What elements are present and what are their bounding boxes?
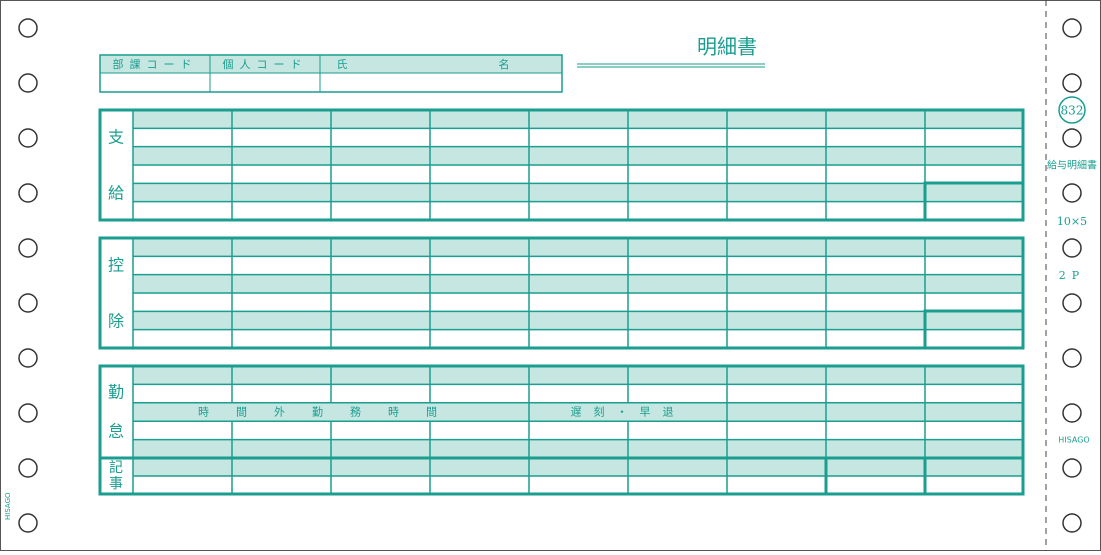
section-label: 怠 <box>108 422 124 441</box>
header-field: 氏 <box>337 58 354 71</box>
punch-hole <box>1062 348 1082 368</box>
row-shade <box>133 183 1023 202</box>
punch-hole <box>1062 458 1082 478</box>
row-shade <box>133 146 1023 165</box>
row-shade <box>133 402 1023 422</box>
code-circle <box>1058 96 1086 124</box>
punch-hole <box>18 403 38 423</box>
punch-hole <box>18 73 38 93</box>
product-size: 10×5 <box>1057 215 1087 228</box>
row-shade <box>133 274 1023 293</box>
punch-hole <box>1062 18 1082 38</box>
punch-hole <box>1062 183 1082 203</box>
brand: HISAGO <box>1058 436 1089 445</box>
product-code: 832 <box>1061 104 1084 118</box>
total-box <box>923 309 1025 350</box>
punch-hole <box>1062 128 1082 148</box>
punch-hole <box>1062 238 1082 258</box>
header-shade <box>100 55 562 73</box>
form-title: 明細書 <box>697 35 757 59</box>
row-shade <box>133 110 1023 129</box>
punch-hole <box>18 128 38 148</box>
punch-hole <box>18 183 38 203</box>
section-label: 控 <box>108 256 124 275</box>
punch-hole <box>18 348 38 368</box>
header-field: 個人コード <box>223 58 308 71</box>
section-label: 給 <box>108 184 124 203</box>
punch-hole <box>18 238 38 258</box>
row-shade <box>133 238 1023 257</box>
section-box <box>98 108 1025 222</box>
row-shade <box>133 439 1023 458</box>
punch-hole <box>1062 513 1082 533</box>
punch-hole <box>18 18 38 38</box>
brand-vertical: HISAGO <box>4 492 12 520</box>
header-field: 名 <box>499 57 516 71</box>
product-name: 給与明細書 <box>1047 159 1097 172</box>
attendance-label: 時間外勤務時間 <box>198 405 464 419</box>
punch-hole <box>1062 403 1082 423</box>
attendance-label: 遅刻・早退 <box>571 405 686 419</box>
punch-hole <box>18 293 38 313</box>
section-box <box>98 364 1025 496</box>
row-shade <box>133 458 1023 476</box>
row-shade <box>133 311 1023 330</box>
section-label: 除 <box>108 312 124 331</box>
product-parts: 2P <box>1059 269 1085 282</box>
punch-hole <box>1062 293 1082 313</box>
section-label: 事 <box>109 476 123 492</box>
section-label: 勤 <box>108 383 124 402</box>
section-label: 記 <box>109 459 123 476</box>
punch-hole <box>18 458 38 478</box>
punch-hole <box>18 513 38 533</box>
section-label: 支 <box>108 128 124 147</box>
total-box <box>923 181 1025 222</box>
row-shade <box>133 366 1023 385</box>
punch-hole <box>1062 73 1082 93</box>
header-field: 部課コード <box>113 57 198 71</box>
section-box <box>98 236 1025 350</box>
